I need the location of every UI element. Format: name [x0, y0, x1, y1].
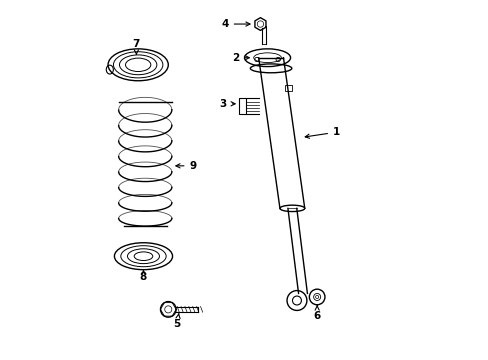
Text: 6: 6 [313, 306, 320, 321]
Text: 5: 5 [173, 313, 181, 329]
Text: 8: 8 [140, 270, 147, 283]
Text: 9: 9 [176, 161, 196, 171]
Bar [285, 85, 291, 91]
Text: 7: 7 [132, 39, 140, 54]
Text: 1: 1 [305, 127, 340, 138]
Text: 2: 2 [231, 53, 249, 63]
Text: 3: 3 [219, 99, 235, 109]
Text: 4: 4 [221, 19, 249, 29]
Bar [239, 99, 245, 114]
